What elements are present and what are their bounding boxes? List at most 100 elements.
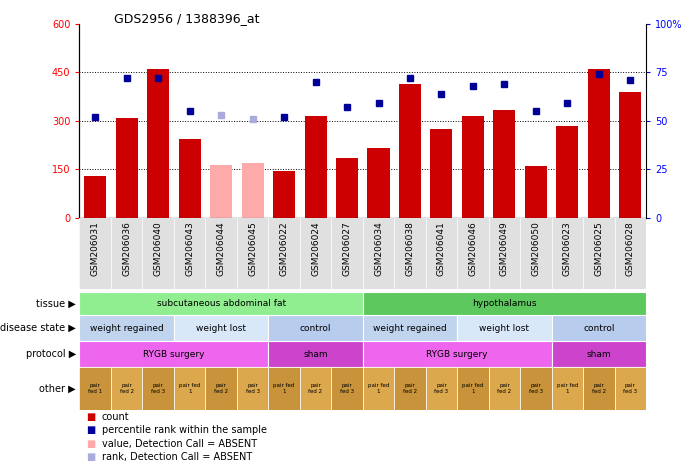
Text: GSM206038: GSM206038 bbox=[406, 222, 415, 276]
Text: pair
fed 3: pair fed 3 bbox=[151, 383, 165, 394]
Text: pair
fed 3: pair fed 3 bbox=[529, 383, 543, 394]
Text: pair
fed 2: pair fed 2 bbox=[120, 383, 134, 394]
Bar bbox=[363, 315, 457, 341]
Text: pair fed
1: pair fed 1 bbox=[179, 383, 200, 394]
Text: pair fed
1: pair fed 1 bbox=[557, 383, 578, 394]
Bar bbox=[174, 315, 268, 341]
Bar bbox=[619, 92, 641, 218]
Text: pair
fed 2: pair fed 2 bbox=[214, 383, 228, 394]
Bar bbox=[489, 367, 520, 410]
Text: protocol ▶: protocol ▶ bbox=[26, 349, 76, 359]
Bar bbox=[556, 126, 578, 218]
Text: weight lost: weight lost bbox=[480, 324, 529, 333]
Text: GSM206028: GSM206028 bbox=[626, 222, 635, 276]
Text: GSM206044: GSM206044 bbox=[216, 222, 226, 276]
Bar bbox=[457, 315, 551, 341]
Bar bbox=[551, 367, 583, 410]
Text: weight lost: weight lost bbox=[196, 324, 246, 333]
Text: pair
fed 2: pair fed 2 bbox=[591, 383, 606, 394]
Bar bbox=[614, 367, 646, 410]
Text: GSM206031: GSM206031 bbox=[91, 222, 100, 276]
Text: GSM206024: GSM206024 bbox=[311, 222, 320, 276]
Text: tissue ▶: tissue ▶ bbox=[36, 298, 76, 309]
Text: GSM206022: GSM206022 bbox=[280, 222, 289, 276]
Text: GDS2956 / 1388396_at: GDS2956 / 1388396_at bbox=[114, 12, 260, 25]
Text: subcutaneous abdominal fat: subcutaneous abdominal fat bbox=[157, 299, 285, 308]
Text: ■: ■ bbox=[86, 438, 95, 449]
Bar bbox=[111, 367, 142, 410]
Text: GSM206040: GSM206040 bbox=[153, 222, 162, 276]
Bar bbox=[237, 367, 268, 410]
Bar bbox=[305, 116, 327, 218]
Bar bbox=[205, 367, 237, 410]
Text: pair
fed 3: pair fed 3 bbox=[623, 383, 637, 394]
Text: GSM206046: GSM206046 bbox=[468, 222, 477, 276]
Bar bbox=[268, 367, 300, 410]
Text: weight regained: weight regained bbox=[90, 324, 164, 333]
Text: GSM206034: GSM206034 bbox=[374, 222, 383, 276]
Bar bbox=[583, 367, 614, 410]
Bar bbox=[79, 292, 363, 315]
Bar bbox=[84, 176, 106, 218]
Bar bbox=[363, 292, 646, 315]
Bar bbox=[426, 367, 457, 410]
Bar bbox=[178, 139, 200, 218]
Bar bbox=[462, 116, 484, 218]
Bar bbox=[525, 166, 547, 218]
Bar bbox=[210, 164, 232, 218]
Bar bbox=[551, 315, 646, 341]
Text: GSM206045: GSM206045 bbox=[248, 222, 257, 276]
Text: control: control bbox=[583, 324, 614, 333]
Bar bbox=[273, 171, 295, 218]
Text: ■: ■ bbox=[86, 425, 95, 436]
Text: pair
fed 2: pair fed 2 bbox=[308, 383, 323, 394]
Bar bbox=[115, 118, 138, 218]
Text: pair
fed 3: pair fed 3 bbox=[245, 383, 260, 394]
Bar bbox=[79, 315, 174, 341]
Text: value, Detection Call = ABSENT: value, Detection Call = ABSENT bbox=[102, 438, 256, 449]
Text: RYGB surgery: RYGB surgery bbox=[143, 350, 205, 359]
Bar bbox=[363, 367, 395, 410]
Text: ■: ■ bbox=[86, 452, 95, 462]
Bar bbox=[174, 367, 205, 410]
Text: GSM206027: GSM206027 bbox=[343, 222, 352, 276]
Text: pair
fed 2: pair fed 2 bbox=[498, 383, 511, 394]
Text: pair fed
1: pair fed 1 bbox=[462, 383, 484, 394]
Bar bbox=[268, 341, 363, 367]
Text: GSM206050: GSM206050 bbox=[531, 222, 540, 276]
Text: hypothalamus: hypothalamus bbox=[472, 299, 537, 308]
Text: ■: ■ bbox=[86, 412, 95, 422]
Bar bbox=[79, 367, 111, 410]
Text: pair
fed 3: pair fed 3 bbox=[435, 383, 448, 394]
Bar bbox=[457, 367, 489, 410]
Text: GSM206049: GSM206049 bbox=[500, 222, 509, 276]
Text: percentile rank within the sample: percentile rank within the sample bbox=[102, 425, 267, 436]
Bar bbox=[430, 129, 453, 218]
Bar bbox=[368, 148, 390, 218]
Text: disease state ▶: disease state ▶ bbox=[0, 323, 76, 333]
Text: GSM206023: GSM206023 bbox=[563, 222, 572, 276]
Bar bbox=[268, 315, 363, 341]
Text: sham: sham bbox=[303, 350, 328, 359]
Text: pair
fed 1: pair fed 1 bbox=[88, 383, 102, 394]
Bar bbox=[493, 109, 515, 218]
Bar bbox=[363, 341, 551, 367]
Text: pair fed
1: pair fed 1 bbox=[368, 383, 389, 394]
Text: pair
fed 3: pair fed 3 bbox=[340, 383, 354, 394]
Bar bbox=[142, 367, 174, 410]
Text: GSM206041: GSM206041 bbox=[437, 222, 446, 276]
Text: sham: sham bbox=[587, 350, 611, 359]
Text: other ▶: other ▶ bbox=[39, 383, 76, 394]
Text: count: count bbox=[102, 412, 129, 422]
Bar bbox=[300, 367, 331, 410]
Bar bbox=[147, 69, 169, 218]
Text: weight regained: weight regained bbox=[373, 324, 447, 333]
Text: rank, Detection Call = ABSENT: rank, Detection Call = ABSENT bbox=[102, 452, 252, 462]
Bar bbox=[395, 367, 426, 410]
Text: pair
fed 2: pair fed 2 bbox=[403, 383, 417, 394]
Bar bbox=[79, 341, 268, 367]
Bar bbox=[588, 69, 610, 218]
Bar bbox=[336, 158, 358, 218]
Text: GSM206043: GSM206043 bbox=[185, 222, 194, 276]
Text: RYGB surgery: RYGB surgery bbox=[426, 350, 488, 359]
